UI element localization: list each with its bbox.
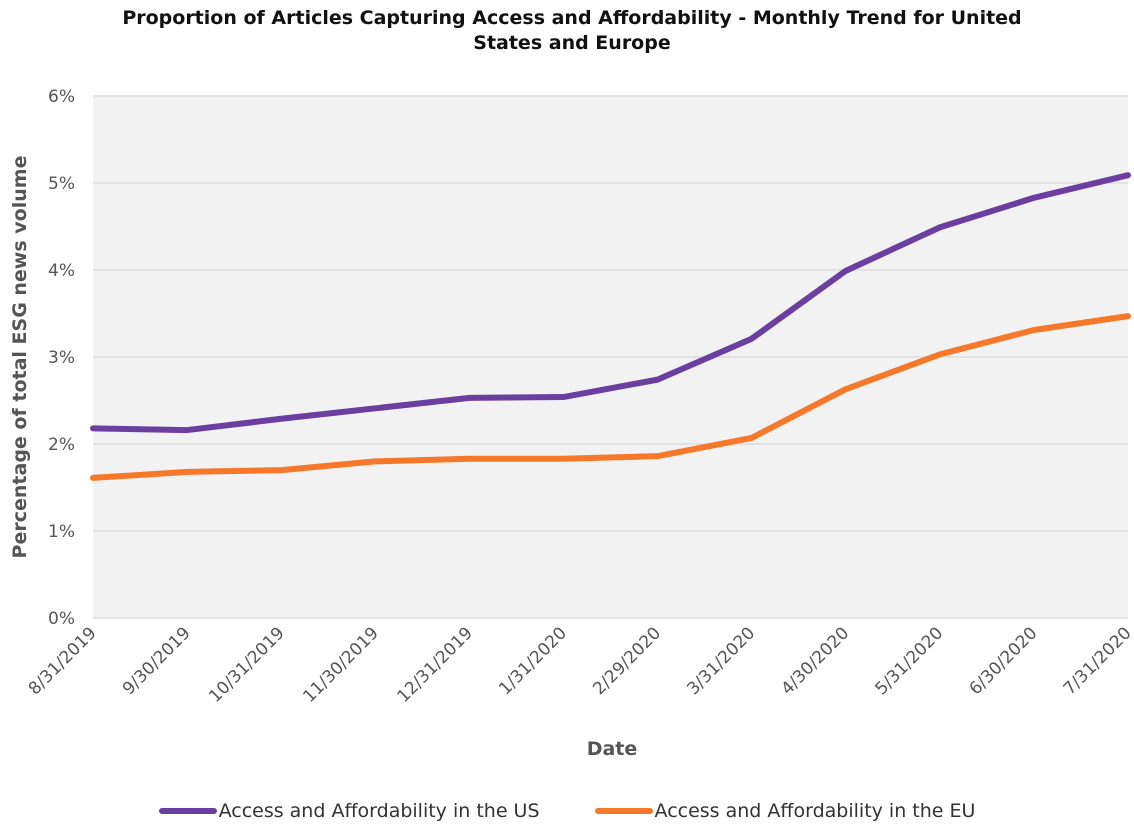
legend-label: Access and Affordability in the EU	[654, 800, 976, 822]
chart: Date Percentage of total ESG news volume…	[9, 87, 1134, 760]
y-axis-label: Percentage of total ESG news volume	[9, 156, 31, 559]
x-tick-label: 12/31/2019	[393, 623, 476, 706]
x-tick-label: 7/31/2020	[1060, 623, 1134, 699]
x-tick-label: 6/30/2020	[966, 623, 1042, 699]
y-tick-label: 2%	[48, 435, 75, 455]
x-tick-label: 8/31/2019	[25, 623, 101, 699]
x-tick-label: 3/31/2020	[683, 623, 759, 699]
legend-item: Access and Affordability in the US	[158, 800, 540, 822]
x-axis-label: Date	[587, 738, 638, 760]
x-tick-label: 10/31/2019	[205, 623, 288, 706]
x-tick-label: 2/29/2020	[589, 623, 665, 699]
x-tick-label: 5/31/2020	[872, 623, 948, 699]
y-tick-label: 5%	[48, 174, 75, 194]
data-line	[90, 313, 1131, 481]
y-tick-label: 0%	[48, 609, 75, 629]
legend-swatch	[158, 808, 217, 814]
x-tick-label: 11/30/2019	[299, 623, 382, 706]
y-tick-label: 3%	[48, 348, 75, 368]
legend: Access and Affordability in the US Access…	[0, 800, 1134, 822]
y-tick-label: 6%	[48, 87, 75, 107]
x-tick-label: 4/30/2020	[777, 623, 853, 699]
x-tick-label: 1/31/2020	[495, 623, 571, 699]
y-tick-label: 1%	[48, 522, 75, 542]
x-tick-label: 9/30/2019	[119, 623, 195, 699]
legend-label: Access and Affordability in the US	[218, 800, 540, 822]
data-line	[90, 172, 1131, 434]
y-tick-label: 4%	[48, 261, 75, 281]
legend-item: Access and Affordability in the EU	[594, 800, 976, 822]
legend-swatch	[594, 808, 653, 814]
chart-title: Proportion of Articles Capturing Access …	[122, 7, 1022, 54]
